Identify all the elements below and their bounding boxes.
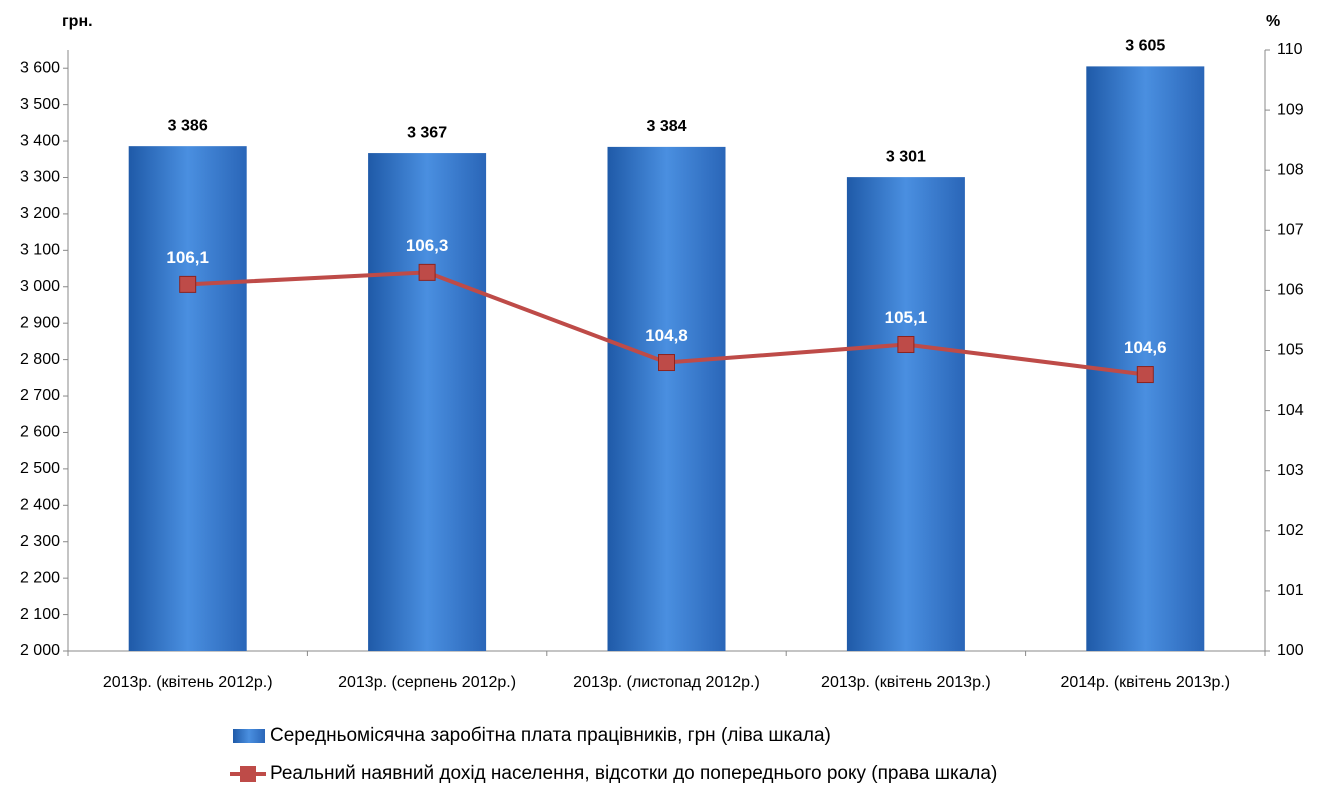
y-tick-label: 2 100 xyxy=(20,606,60,623)
y-tick-label: 3 600 xyxy=(20,59,60,76)
bar xyxy=(846,177,965,651)
y-tick-label: 2 800 xyxy=(20,351,60,368)
y-tick-label: 3 400 xyxy=(20,132,60,149)
line-marker xyxy=(897,335,915,353)
y2-tick-label: 107 xyxy=(1277,222,1304,239)
y-tick-label: 2 500 xyxy=(20,460,60,477)
x-tick-label: 2013р. (серпень 2012р.) xyxy=(338,674,516,691)
line-value-label: 104,6 xyxy=(1124,338,1167,357)
y-tick-label: 2 700 xyxy=(20,387,60,404)
bar-value-label: 3 384 xyxy=(646,118,686,135)
bar xyxy=(128,146,247,651)
y2-tick-label: 108 xyxy=(1277,161,1304,178)
y2-tick-label: 109 xyxy=(1277,101,1304,118)
line-value-label: 106,1 xyxy=(166,248,209,267)
legend-label: Середньомісячна заробітна плата працівни… xyxy=(270,725,831,746)
y2-tick-label: 110 xyxy=(1277,41,1303,58)
line-value-label: 105,1 xyxy=(885,308,928,327)
y-tick-label: 3 500 xyxy=(20,96,60,113)
y2-unit: % xyxy=(1266,13,1280,30)
y-tick-label: 3 100 xyxy=(20,242,60,259)
y-tick-label: 2 400 xyxy=(20,497,60,514)
x-tick-label: 2014р. (квітень 2013р.) xyxy=(1060,674,1230,691)
y2-tick-label: 102 xyxy=(1277,522,1304,539)
y2-tick-label: 101 xyxy=(1277,582,1304,599)
legend-swatch xyxy=(233,729,265,743)
line-marker xyxy=(658,354,675,372)
line-value-label: 104,8 xyxy=(645,326,688,345)
bar-value-label: 3 301 xyxy=(886,148,926,165)
y2-tick-label: 103 xyxy=(1277,462,1304,479)
legend-marker xyxy=(240,766,256,782)
y-tick-label: 2 900 xyxy=(20,314,60,331)
line-value-label: 106,3 xyxy=(406,236,449,255)
y-tick-label: 2 300 xyxy=(20,533,60,550)
bar xyxy=(607,146,726,651)
bar-value-label: 3 367 xyxy=(407,124,447,141)
line-marker xyxy=(418,263,436,281)
y2-tick-label: 100 xyxy=(1277,642,1304,659)
line-marker xyxy=(179,275,197,293)
y-tick-label: 2 600 xyxy=(20,424,60,441)
y-tick-label: 3 300 xyxy=(20,169,60,186)
x-tick-label: 2013р. (квітень 2013р.) xyxy=(821,674,991,691)
bar xyxy=(368,153,487,651)
y2-tick-label: 104 xyxy=(1277,402,1304,419)
bar-value-label: 3 605 xyxy=(1125,38,1165,55)
y-unit: грн. xyxy=(62,13,93,30)
y-tick-label: 2 000 xyxy=(20,642,60,659)
legend-label: Реальний наявний дохід населення, відсот… xyxy=(270,763,997,784)
y-tick-label: 3 200 xyxy=(20,205,60,222)
y-tick-label: 3 000 xyxy=(20,278,60,295)
y2-tick-label: 106 xyxy=(1277,282,1304,299)
x-tick-label: 2013р. (квітень 2012р.) xyxy=(103,674,273,691)
bar-value-label: 3 386 xyxy=(168,117,208,134)
x-tick-label: 2013р. (листопад 2012р.) xyxy=(573,674,760,691)
bar xyxy=(1086,66,1205,651)
y2-tick-label: 105 xyxy=(1277,342,1304,359)
line-marker xyxy=(1136,366,1154,384)
y-tick-label: 2 200 xyxy=(20,569,60,586)
